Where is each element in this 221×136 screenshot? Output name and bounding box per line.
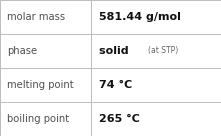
Text: 265 °C: 265 °C bbox=[99, 114, 140, 124]
Text: melting point: melting point bbox=[7, 80, 73, 90]
Text: (at STP): (at STP) bbox=[148, 47, 178, 55]
Text: 74 °C: 74 °C bbox=[99, 80, 133, 90]
Text: boiling point: boiling point bbox=[7, 114, 69, 124]
Text: molar mass: molar mass bbox=[7, 12, 65, 22]
Text: solid: solid bbox=[99, 46, 137, 56]
Text: phase: phase bbox=[7, 46, 37, 56]
Text: 581.44 g/mol: 581.44 g/mol bbox=[99, 12, 181, 22]
